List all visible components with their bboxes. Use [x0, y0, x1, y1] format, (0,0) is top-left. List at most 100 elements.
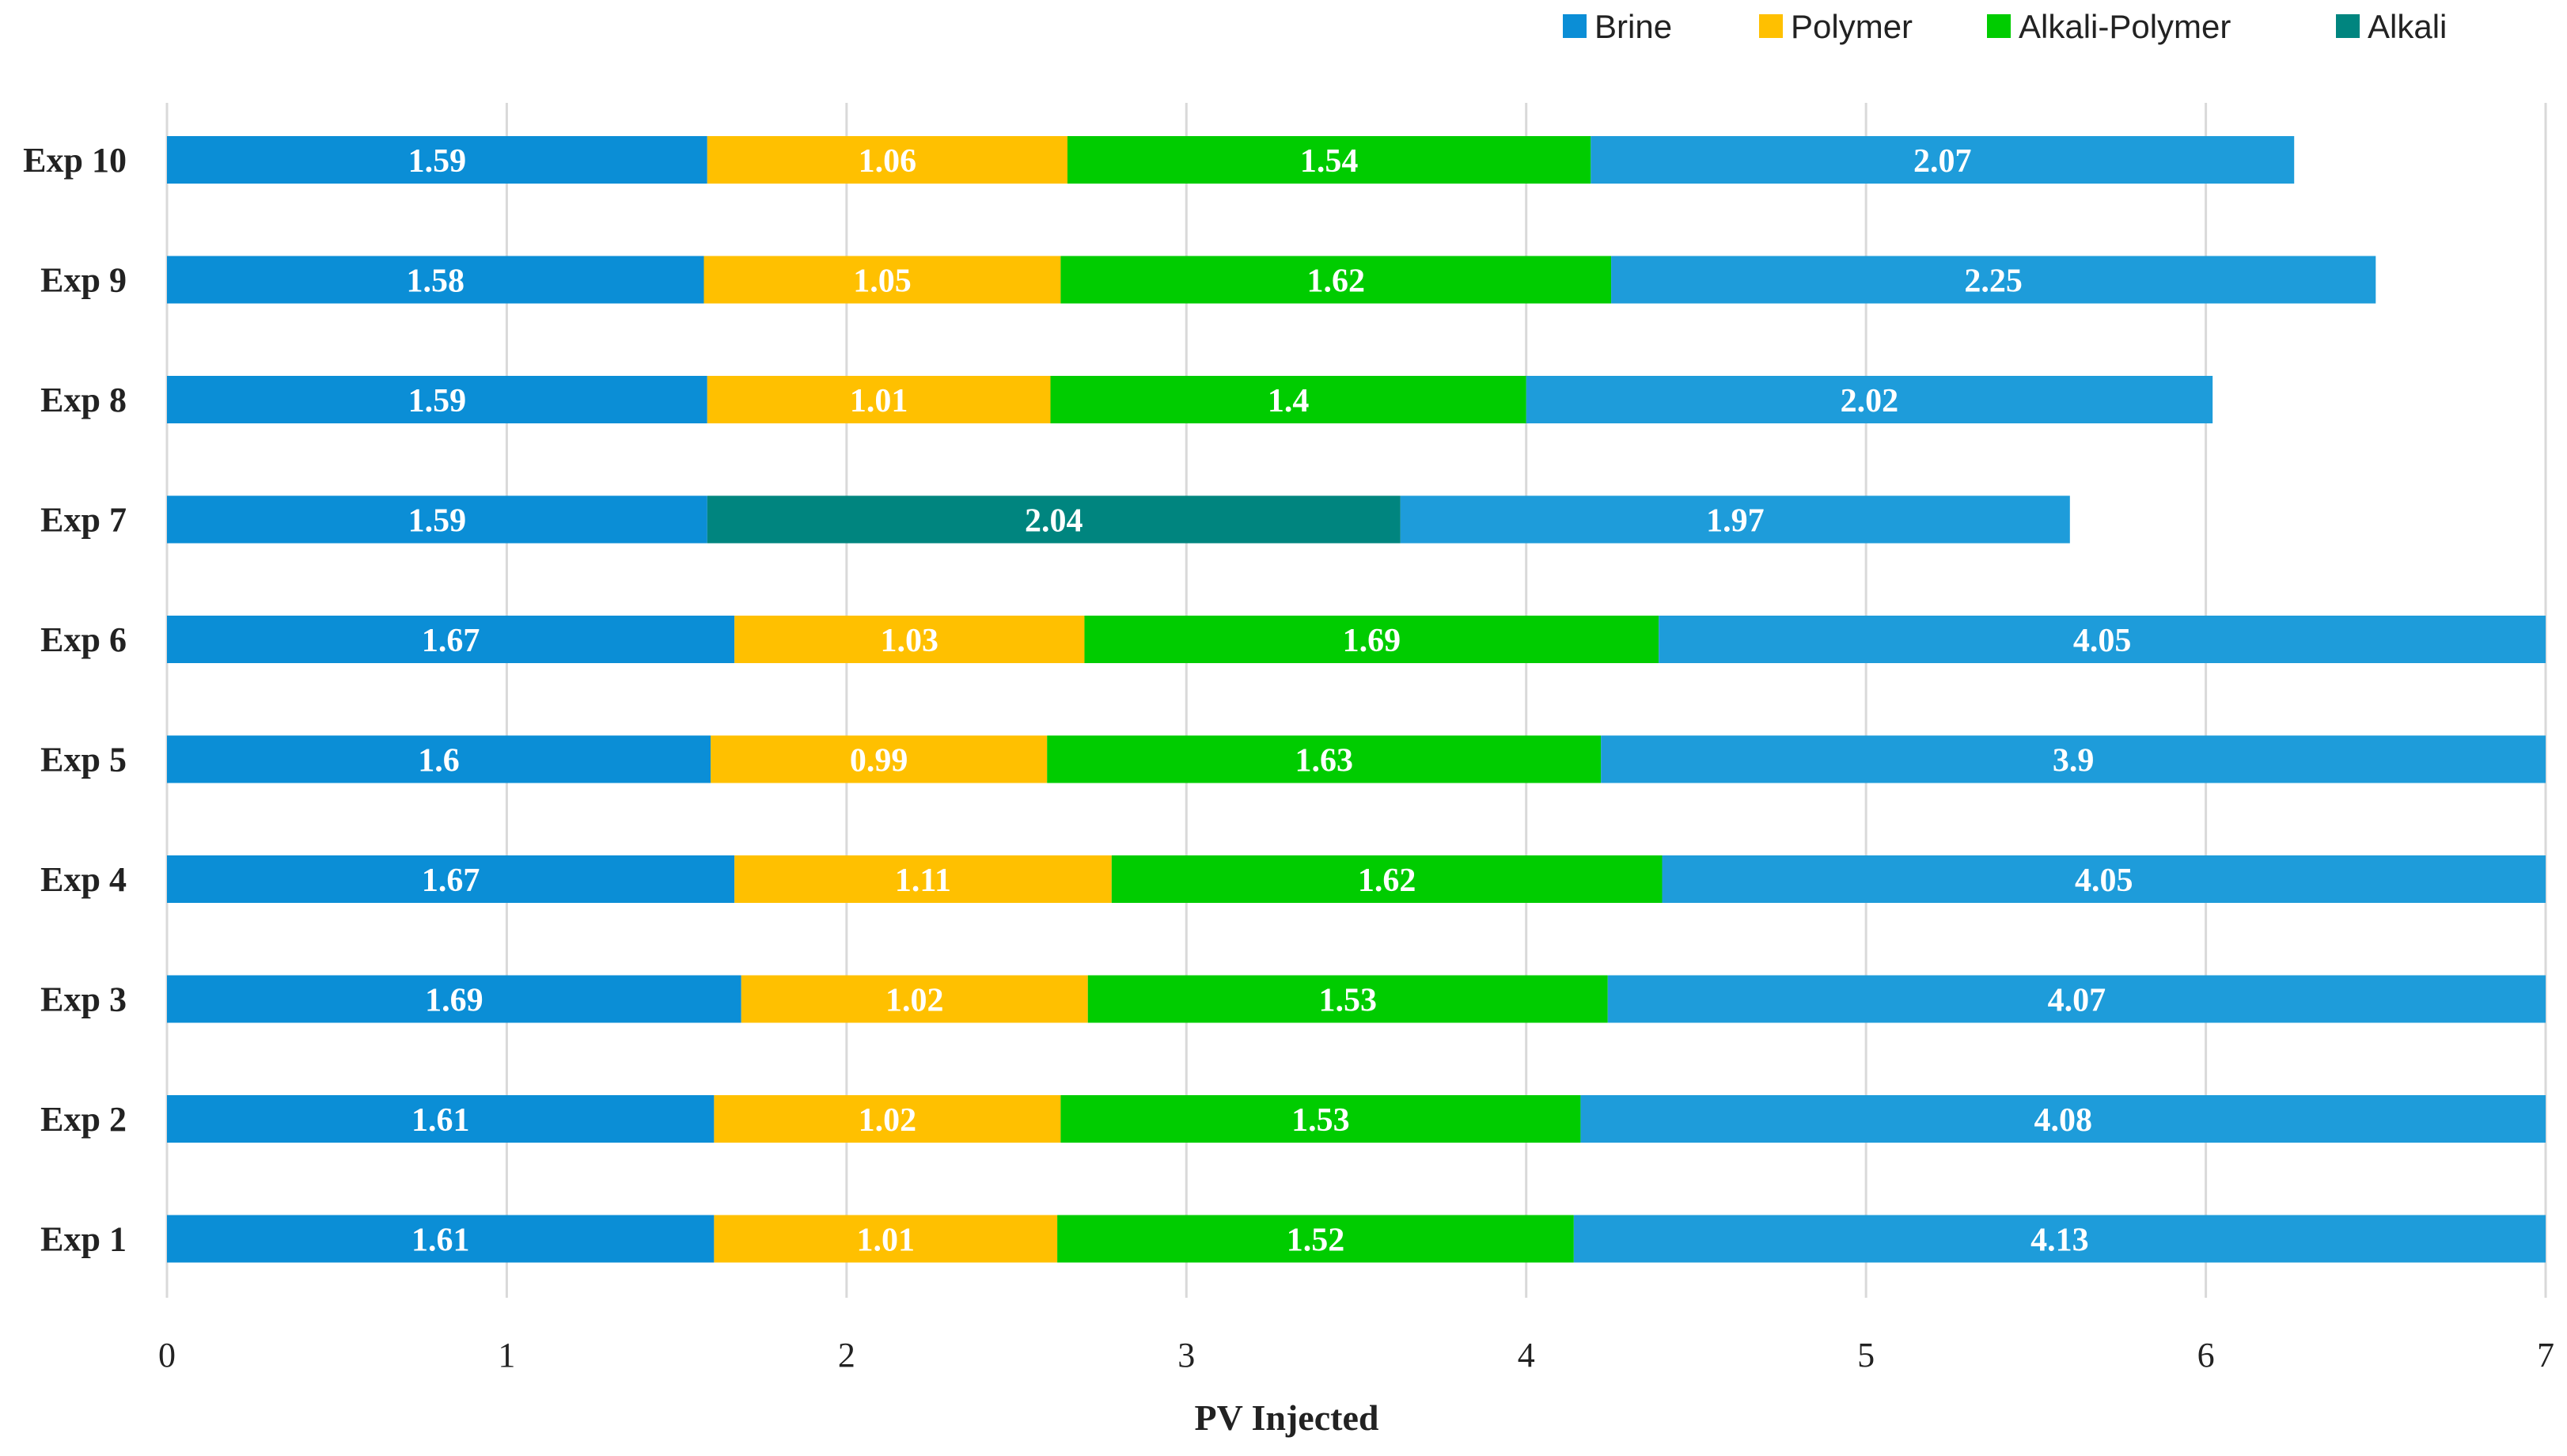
- data-label-exp-7-alkali: 2.04: [1025, 503, 1083, 540]
- data-label-exp-4-alkali-polymer: 1.62: [1358, 863, 1416, 899]
- bar-segment-exp-10-alkali-polymer: [1067, 136, 1591, 184]
- x-tick-label-3: 3: [1177, 1336, 1195, 1374]
- bar-segment-exp-4-alkali-polymer: [1111, 855, 1663, 903]
- bar-segment-exp-6-post-brine: [1659, 616, 2546, 663]
- bar-segment-exp-9-polymer: [703, 256, 1061, 304]
- bar-segment-exp-8-post-brine: [1526, 376, 2213, 423]
- data-label-exp-5-alkali-polymer: 1.63: [1295, 743, 1353, 779]
- category-label-exp-7: Exp 7: [40, 501, 127, 540]
- bar-segment-exp-5-polymer: [711, 735, 1048, 783]
- data-label-exp-7-post-brine: 1.97: [1706, 503, 1765, 540]
- data-label-exp-8-polymer: 1.01: [850, 383, 908, 419]
- data-label-exp-9-alkali-polymer: 1.62: [1306, 264, 1365, 300]
- data-label-exp-3-brine: 1.69: [425, 983, 483, 1019]
- x-tick-label-2: 2: [838, 1336, 855, 1374]
- data-label-exp-7-brine: 1.59: [408, 503, 467, 540]
- data-label-exp-4-polymer: 1.11: [895, 863, 951, 899]
- category-label-exp-5: Exp 5: [40, 741, 127, 779]
- bar-segment-exp-8-polymer: [707, 376, 1051, 423]
- bar-segment-exp-3-post-brine: [1607, 975, 2546, 1023]
- bar-segment-exp-6-brine: [167, 616, 735, 663]
- data-label-exp-8-post-brine: 2.02: [1841, 383, 1899, 419]
- x-tick-label-1: 1: [498, 1336, 515, 1374]
- data-label-exp-5-post-brine: 3.9: [2053, 743, 2095, 779]
- data-label-exp-1-post-brine: 4.13: [2030, 1223, 2089, 1259]
- legend-swatch-alkali: [2336, 14, 2360, 38]
- bar-segment-exp-1-polymer: [714, 1215, 1058, 1263]
- category-label-exp-1: Exp 1: [40, 1220, 127, 1259]
- data-label-exp-10-post-brine: 2.07: [1913, 143, 1972, 180]
- legend-swatch-brine: [1563, 14, 1587, 38]
- bar-segment-exp-9-brine: [167, 256, 704, 304]
- data-label-exp-10-polymer: 1.06: [859, 143, 917, 180]
- data-label-exp-5-polymer: 0.99: [850, 743, 908, 779]
- data-label-exp-9-post-brine: 2.25: [1964, 264, 2023, 300]
- data-label-exp-10-brine: 1.59: [408, 143, 467, 180]
- data-label-exp-6-polymer: 1.03: [881, 623, 939, 659]
- legend-label-brine: Brine: [1594, 8, 1672, 45]
- data-label-exp-3-alkali-polymer: 1.53: [1319, 983, 1378, 1019]
- data-label-exp-1-brine: 1.61: [411, 1223, 470, 1259]
- bar-segment-exp-9-alkali-polymer: [1060, 256, 1612, 304]
- x-tick-label-6: 6: [2197, 1336, 2215, 1374]
- bar-segment-exp-1-alkali-polymer: [1057, 1215, 1574, 1263]
- bar-segment-exp-3-alkali-polymer: [1087, 975, 1608, 1023]
- bar-segment-exp-7-brine: [167, 495, 707, 544]
- x-tick-label-4: 4: [1518, 1336, 1535, 1374]
- category-label-exp-10: Exp 10: [23, 141, 127, 180]
- data-labels: 1.59 1.06 1.54 2.07 1.58 1.05 1.62 2.25 1.59 1.01…: [406, 143, 2133, 1259]
- data-label-exp-2-polymer: 1.02: [859, 1102, 917, 1139]
- x-tick-label-5: 5: [1857, 1336, 1875, 1374]
- bar-segment-exp-4-post-brine: [1662, 855, 2546, 903]
- data-label-exp-1-alkali-polymer: 1.52: [1287, 1223, 1345, 1259]
- data-label-exp-9-polymer: 1.05: [853, 264, 912, 300]
- bar-segment-exp-3-polymer: [741, 975, 1088, 1023]
- data-label-exp-5-brine: 1.6: [418, 743, 460, 779]
- data-label-exp-4-brine: 1.67: [422, 863, 480, 899]
- bar-segment-exp-2-polymer: [714, 1095, 1061, 1143]
- data-label-exp-8-alkali-polymer: 1.4: [1268, 383, 1310, 419]
- legend-swatch-alkali-polymer: [1987, 14, 2011, 38]
- category-label-exp-4: Exp 4: [40, 860, 127, 899]
- bar-segment-exp-4-polymer: [734, 855, 1112, 903]
- bar-segment-exp-10-post-brine: [1591, 136, 2295, 184]
- x-axis-title: PV Injected: [1195, 1397, 1379, 1438]
- bar-segment-exp-1-post-brine: [1573, 1215, 2546, 1263]
- bar-segment-exp-9-post-brine: [1611, 256, 2376, 304]
- bars: [167, 136, 2546, 1263]
- data-label-exp-8-brine: 1.59: [408, 383, 467, 419]
- data-label-exp-6-post-brine: 4.05: [2073, 623, 2132, 659]
- bar-segment-exp-5-post-brine: [1601, 735, 2546, 783]
- category-label-exp-3: Exp 3: [40, 980, 127, 1019]
- data-label-exp-10-alkali-polymer: 1.54: [1300, 143, 1359, 180]
- bar-segment-exp-5-alkali-polymer: [1047, 735, 1602, 783]
- bar-segment-exp-7-post-brine: [1400, 495, 2070, 544]
- bar-segment-exp-4-brine: [167, 855, 735, 903]
- legend-label-alkali: Alkali: [2368, 8, 2447, 45]
- data-label-exp-6-brine: 1.67: [422, 623, 480, 659]
- legend-label-polymer: Polymer: [1791, 8, 1913, 45]
- bar-segment-exp-8-brine: [167, 376, 707, 423]
- bar-segment-exp-2-brine: [167, 1095, 715, 1143]
- data-label-exp-2-post-brine: 4.08: [2034, 1102, 2092, 1139]
- bar-segment-exp-5-brine: [167, 735, 711, 783]
- bar-segment-exp-10-brine: [167, 136, 707, 184]
- bar-segment-exp-6-polymer: [734, 616, 1085, 663]
- bar-segment-exp-2-post-brine: [1580, 1095, 2546, 1143]
- data-label-exp-2-alkali-polymer: 1.53: [1291, 1102, 1350, 1139]
- x-tick-label-0: 0: [158, 1336, 176, 1374]
- value-axis: 0 1 2 3 4 5 6 7: [158, 1336, 2554, 1374]
- bar-segment-exp-1-brine: [167, 1215, 715, 1263]
- category-label-exp-6: Exp 6: [40, 620, 127, 659]
- bar-segment-exp-6-alkali-polymer: [1084, 616, 1659, 663]
- bar-segment-exp-3-brine: [167, 975, 741, 1023]
- data-label-exp-3-post-brine: 4.07: [2048, 983, 2106, 1019]
- legend-label-alkali-polymer: Alkali-Polymer: [2019, 8, 2231, 45]
- data-label-exp-6-alkali-polymer: 1.69: [1343, 623, 1401, 659]
- data-label-exp-1-polymer: 1.01: [856, 1223, 915, 1259]
- category-label-exp-2: Exp 2: [40, 1100, 127, 1139]
- legend-swatch-polymer: [1759, 14, 1783, 38]
- x-tick-label-7: 7: [2537, 1336, 2554, 1374]
- category-axis: Exp 10 Exp 9 Exp 8 Exp 7 Exp 6 Exp 5 Exp 4 Exp …: [23, 141, 127, 1259]
